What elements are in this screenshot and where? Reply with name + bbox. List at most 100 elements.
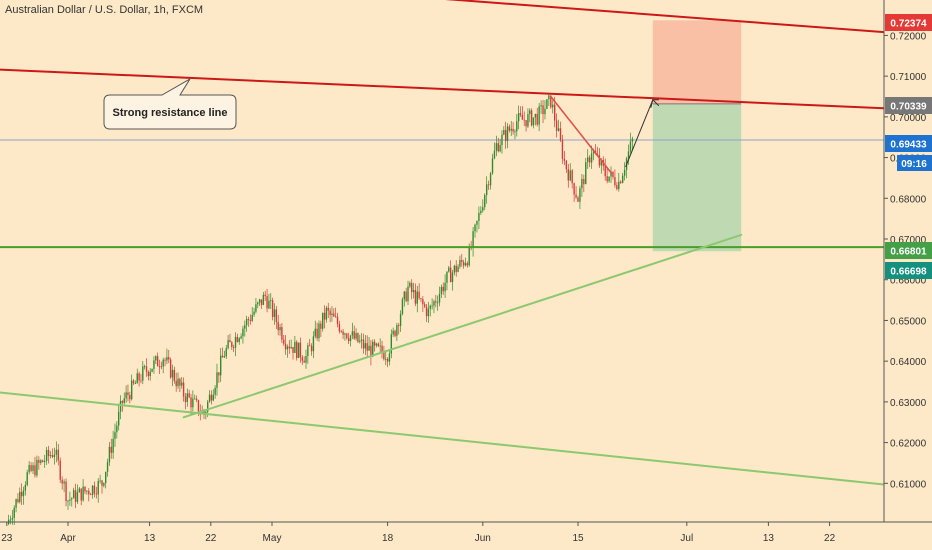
strong-resistance-line[interactable]: [0, 68, 885, 110]
y-tick-label: 0.72000: [890, 31, 927, 42]
candle-body: [552, 104, 554, 108]
candle-body: [255, 304, 257, 312]
candle-body: [236, 336, 239, 342]
candle-body: [112, 438, 114, 453]
candle-body: [405, 291, 407, 302]
candle-body: [403, 291, 405, 300]
candle-body: [301, 357, 303, 361]
y-tick-label: 0.71000: [890, 72, 927, 83]
candle-body: [506, 126, 509, 142]
candle-body: [130, 380, 133, 400]
candle-body: [59, 460, 61, 480]
candle-body: [557, 128, 560, 131]
candle-body: [612, 171, 614, 177]
candle-body: [134, 383, 137, 385]
candle-body: [561, 140, 564, 159]
candle-body: [357, 333, 359, 342]
candle-body: [414, 290, 417, 304]
price-tag-background: [885, 14, 932, 31]
candle-body: [314, 328, 316, 337]
candle-body: [610, 171, 612, 177]
candle-body: [448, 267, 450, 272]
candle-body: [542, 105, 544, 115]
candle-body: [188, 393, 190, 398]
candle-body: [84, 486, 86, 492]
candle-body: [534, 113, 537, 118]
candle-body: [160, 366, 163, 368]
candle-body: [76, 492, 79, 502]
upper-resistance-line[interactable]: [0, 0, 885, 34]
wedge-upper-line[interactable]: [550, 96, 613, 175]
uptrend-line[interactable]: [182, 233, 743, 419]
y-tick-label: 0.66000: [890, 276, 927, 287]
candle-body: [409, 282, 411, 287]
candle-body: [303, 360, 305, 363]
candle-body: [299, 342, 302, 358]
candle-body: [399, 314, 402, 326]
candle-body: [305, 356, 307, 363]
candle-body: [627, 151, 630, 159]
candle-body: [151, 368, 153, 372]
candle-body: [320, 323, 322, 329]
candle-body: [91, 485, 94, 495]
candle-body: [192, 398, 194, 408]
countdown-background: [897, 155, 932, 171]
candle-body: [53, 454, 56, 457]
candle-body: [519, 113, 522, 115]
candle-body: [392, 330, 394, 335]
candle-body: [121, 400, 124, 403]
candle-body: [20, 491, 23, 497]
candle-body: [17, 499, 19, 502]
projection-arrow-line[interactable]: [625, 99, 654, 168]
candle-body: [175, 380, 177, 387]
candle-body: [28, 465, 30, 473]
candle-body: [523, 119, 525, 121]
y-tick-label: 0.62000: [890, 439, 927, 450]
x-tick-label: Jul: [680, 533, 693, 544]
candle-body: [375, 343, 378, 346]
x-tick-label: 22: [824, 533, 836, 544]
candle-body: [616, 185, 618, 190]
candle-body: [501, 134, 503, 146]
time-axis-ticks[interactable]: 23 Apr 13 22 May 18 Jun 15 Jul 13 22: [1, 522, 836, 544]
y-tick-label: 0.68000: [890, 194, 927, 205]
callout-box: [103, 78, 237, 130]
candle-body: [368, 345, 370, 351]
candle-body: [238, 338, 240, 342]
callout[interactable]: Strong resistance line: [103, 78, 237, 130]
candle-body: [245, 318, 248, 326]
candle-body: [342, 331, 344, 335]
candle-body: [377, 343, 380, 347]
candle-body: [42, 460, 44, 463]
candle-body: [590, 153, 593, 163]
price-tag-background: [885, 262, 932, 279]
candle-body: [420, 298, 422, 300]
candle-body: [129, 395, 131, 400]
candle-body: [575, 194, 577, 198]
candle-body: [216, 372, 218, 388]
candle-body: [349, 335, 352, 342]
candle-body: [360, 339, 363, 341]
candle-body: [117, 411, 120, 426]
candle-body: [284, 343, 287, 350]
candle-body: [489, 173, 492, 186]
candle-body: [9, 519, 12, 521]
candle-body: [521, 114, 524, 120]
candle-body: [453, 265, 456, 273]
candle-body: [179, 378, 181, 386]
candle-body: [155, 356, 157, 361]
long-downtrend-line[interactable]: [0, 391, 885, 486]
candle-body: [442, 286, 444, 292]
candle-body: [476, 220, 478, 225]
candle-body: [577, 197, 579, 202]
candle-body: [457, 266, 459, 272]
position-zones: [652, 20, 742, 252]
candle-body: [438, 293, 441, 303]
candle-body: [359, 340, 361, 342]
candle-body: [89, 494, 92, 496]
candle-body: [407, 286, 409, 302]
candle-body: [485, 184, 488, 196]
candle-body: [247, 318, 250, 320]
candle-body: [440, 286, 443, 294]
